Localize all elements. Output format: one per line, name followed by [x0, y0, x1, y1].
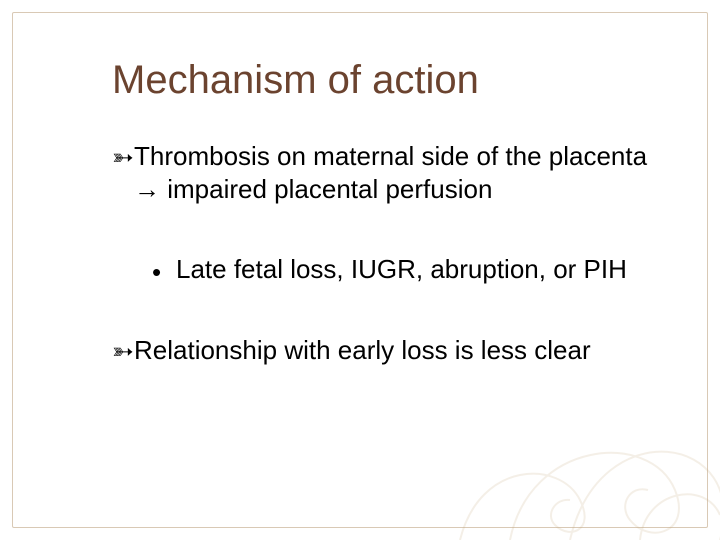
sub-bullet-text: Late fetal loss, IUGR, abruption, or PIH: [176, 253, 680, 286]
bullet-item: ➳ Relationship with early loss is less c…: [112, 334, 680, 368]
dot-bullet-icon: •: [152, 253, 176, 285]
sub-bullet-item: • Late fetal loss, IUGR, abruption, or P…: [152, 253, 680, 286]
bullet-text: Thrombosis on maternal side of the place…: [134, 140, 680, 205]
slide-title: Mechanism of action: [112, 58, 479, 102]
bullet-item: ➳ Thrombosis on maternal side of the pla…: [112, 140, 680, 205]
slide-body: ➳ Thrombosis on maternal side of the pla…: [112, 140, 680, 383]
curl-bullet-icon: ➳: [112, 334, 134, 368]
slide: Mechanism of action ➳ Thrombosis on mate…: [0, 0, 720, 540]
curl-bullet-icon: ➳: [112, 140, 134, 174]
bullet-text: Relationship with early loss is less cle…: [134, 334, 680, 367]
